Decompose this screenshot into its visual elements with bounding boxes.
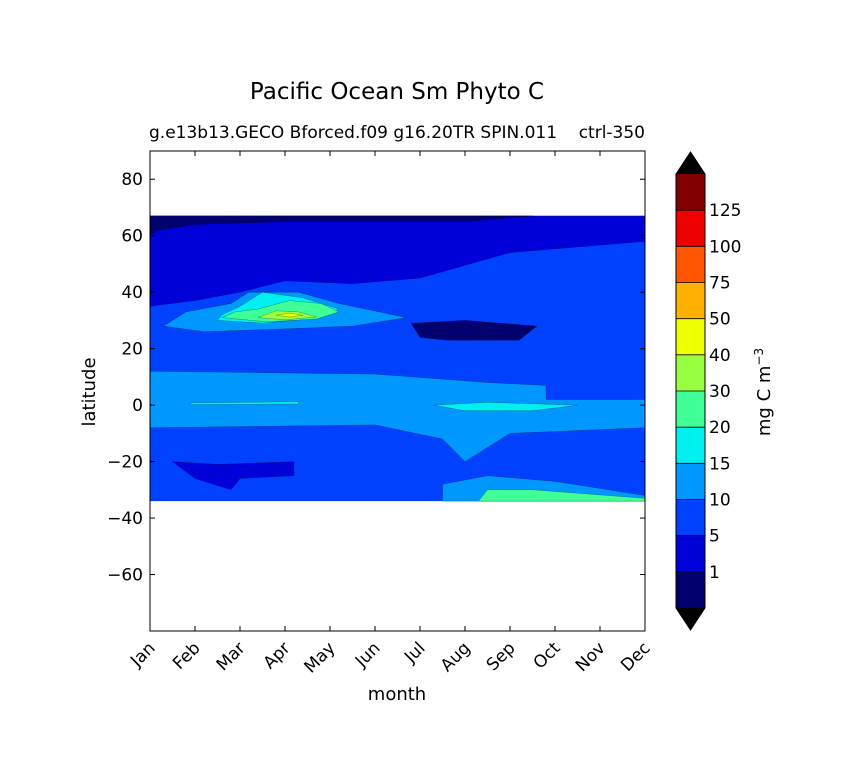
colorbar-tick-label: 125: [709, 201, 741, 221]
contour-field: [150, 215, 645, 502]
x-tick-label: Aug: [437, 638, 475, 676]
colorbar-tick-label: 50: [709, 310, 731, 330]
x-tick-label: Sep: [483, 638, 520, 675]
colorbar-segment: [676, 174, 705, 211]
y-axis-label: latitude: [79, 357, 100, 426]
chart-subtitle-right: ctrl-350: [579, 123, 645, 143]
colorbar-tick-label: 5: [709, 527, 720, 547]
plot-area: [149, 150, 646, 632]
y-tick-label: 40: [121, 283, 143, 303]
x-tick-label: May: [301, 638, 340, 677]
x-tick-label: Apr: [260, 638, 295, 673]
x-tick-label: Mar: [213, 638, 250, 675]
colorbar-segment: [676, 246, 705, 283]
x-tick-label: Nov: [572, 638, 610, 676]
contour-level-0-1-subtropic: [410, 320, 538, 341]
colorbar-extend-min: [676, 608, 705, 630]
contour-level-40-50-bloom: [275, 312, 304, 318]
x-axis-label: month: [368, 684, 426, 705]
colorbar-segment: [676, 499, 705, 536]
x-tick-label: Oct: [530, 638, 565, 673]
colorbar-segment: [676, 571, 705, 608]
colorbar-segment: [676, 282, 705, 319]
colorbar-tick-label: 15: [709, 454, 731, 474]
colorbar-tick-label: 30: [709, 382, 731, 402]
contour-level-20-30-south: [478, 489, 645, 502]
colorbar-label-exponent: −3: [752, 348, 766, 366]
colorbar-tick-label: 10: [709, 491, 731, 511]
plot-frame: [149, 150, 646, 632]
y-axis: −60 −40 −20 0 20 40 60 80: [107, 170, 645, 586]
colorbar-extend-max: [676, 152, 705, 174]
colorbar-outline: [675, 151, 706, 631]
x-tick-label: Jan: [126, 638, 159, 671]
y-tick-label: 80: [121, 170, 143, 190]
colorbar-tick-label: 100: [709, 237, 741, 257]
y-tick-label: −20: [107, 453, 143, 473]
colorbar-segment: [676, 463, 705, 500]
contour-level-0-1-north: [150, 215, 533, 236]
colorbar-label: mg C m−3: [752, 348, 775, 436]
contour-level-10-15-equator: [150, 370, 645, 462]
contour-level-15-20-equator: [433, 402, 578, 411]
colorbar-segment: [676, 427, 705, 464]
x-tick-label: Dec: [617, 638, 654, 675]
contour-level-15-20-equator-west: [190, 401, 299, 405]
colorbar-segment: [676, 318, 705, 355]
y-tick-label: 60: [121, 227, 143, 247]
x-tick-label: Jun: [351, 638, 385, 672]
x-tick-label: Jul: [400, 638, 429, 667]
y-tick-label: 20: [121, 340, 143, 360]
colorbar-label-base: mg C m: [754, 366, 775, 437]
colorbar-tick-label: 40: [709, 346, 731, 366]
colorbar-tick-label: 75: [709, 274, 731, 294]
contour-level-1-5-north: [150, 215, 645, 307]
chart-title: Pacific Ocean Sm Phyto C: [250, 79, 544, 105]
colorbar-tick-label: 1: [709, 563, 720, 583]
y-tick-label: −40: [107, 509, 143, 529]
y-tick-label: −60: [107, 566, 143, 586]
chart-subtitle-left: g.e13b13.GECO Bforced.f09 g16.20TR SPIN.…: [149, 123, 557, 143]
colorbar-segment: [676, 391, 705, 428]
colorbar-segment: [676, 354, 705, 391]
colorbar-segment: [676, 535, 705, 572]
contour-level-1-5-south: [171, 461, 295, 491]
x-tick-label: Feb: [169, 638, 204, 673]
y-tick-label: 0: [132, 396, 143, 416]
colorbar-segment: [676, 210, 705, 247]
colorbar-tick-label: 20: [709, 418, 731, 438]
